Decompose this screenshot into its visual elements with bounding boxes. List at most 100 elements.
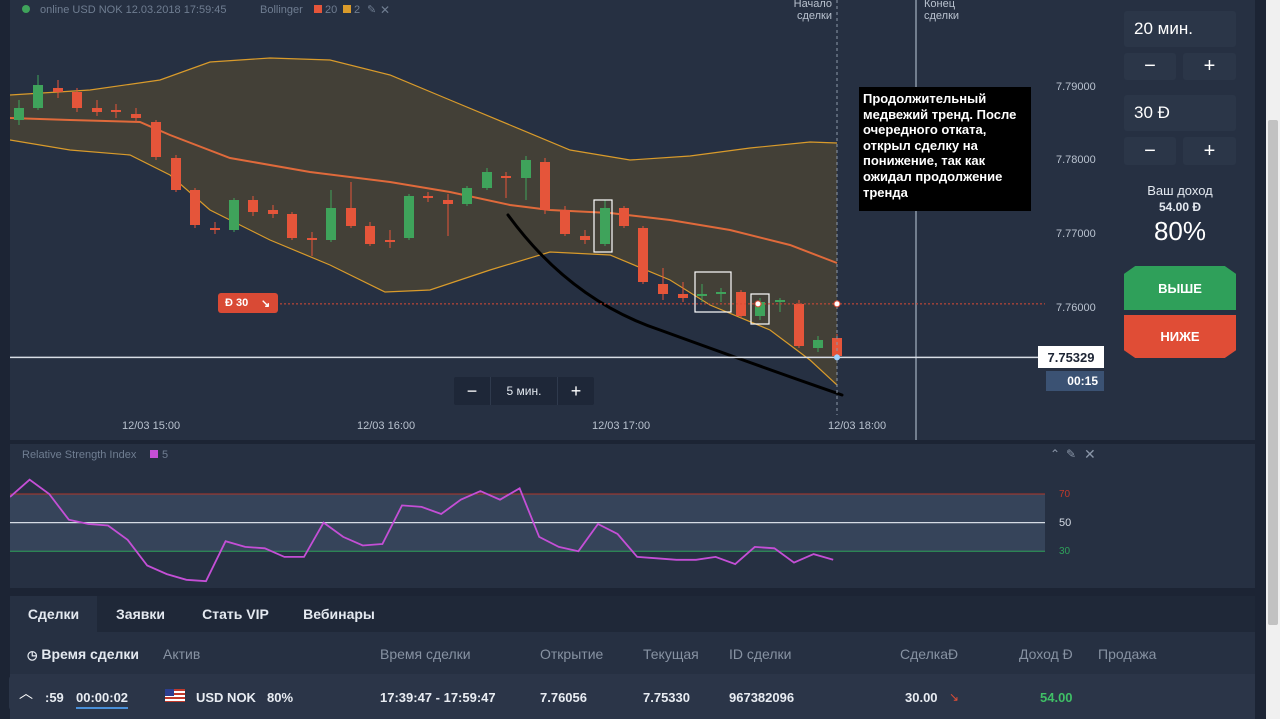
candlestick [697,294,707,296]
candlestick [600,208,610,244]
price-tick: 7.76000 [1056,302,1096,314]
band-color-swatch [314,5,322,13]
candlestick [72,92,82,108]
table-header-amount: СделкаÐ [900,646,959,662]
edit-pencil-icon[interactable]: ✎ [1066,447,1077,461]
row-asset: USD NOK [196,690,256,705]
open-price-dot [833,300,841,308]
scroll-up-button[interactable]: ︿ [9,676,43,710]
scrollbar-thumb[interactable] [1268,120,1278,625]
amount-minus-button[interactable]: − [1124,137,1176,165]
end-label-line1: Конец [924,0,956,10]
candlestick [151,122,161,157]
highlight-box [593,199,613,253]
end-label-line2: сделки [924,10,960,22]
close-rsi-icon[interactable]: ✕ [1084,446,1096,462]
rsi-title: Relative Strength Index [22,449,137,461]
payout-percent: 80% [1153,216,1207,246]
candlestick [14,108,24,120]
chart-title: online USD NOK 12.03.2018 17:59:45 [40,4,227,16]
bollinger-middle-line [10,117,838,264]
online-indicator-icon [22,5,30,13]
rsi-canvas [10,478,1045,583]
us-flag-icon [165,689,185,702]
higher-button[interactable]: ВЫШЕ [1124,266,1236,310]
candlestick [33,85,43,108]
trade-marker[interactable]: Ð 30 ↘ [218,293,278,313]
amount-plus-button[interactable]: + [1183,137,1236,165]
time-minus-button[interactable]: − [1124,53,1176,80]
tab-trades[interactable]: Сделки [10,596,97,632]
highlight-box [694,271,732,313]
tab-orders[interactable]: Заявки [116,606,165,622]
row-open: 7.76056 [540,690,587,705]
candlestick [111,110,121,112]
table-header-sell: Продажа [1098,646,1157,662]
timeframe-plus-button[interactable]: + [558,377,594,405]
expiry-time-field[interactable]: 20 мин. [1124,11,1236,47]
table-header-time[interactable]: ◷ Время сделки [27,646,139,662]
trend-curve [506,213,844,397]
indicator-name[interactable]: Bollinger [260,4,303,16]
candlestick [619,208,629,226]
bollinger-lower-line [10,139,838,386]
candlestick [638,228,648,282]
candlestick [775,300,785,302]
annotation-line: открыл сделку на [863,137,978,153]
candlestick [229,200,239,230]
current-price-label: 7.75329 [1038,346,1104,368]
table-header-period: Время сделки [380,646,471,662]
header-label: Время сделки [41,646,140,662]
tab-webinars[interactable]: Вебинары [303,606,375,622]
chart-canvas[interactable] [10,0,1255,440]
candlestick [813,340,823,348]
price-tick: 7.77000 [1056,228,1096,240]
time-plus-button[interactable]: + [1183,53,1236,80]
candlestick [346,208,356,226]
row-income: 54.00 [1040,690,1073,705]
start-label-line1: Начало [793,0,832,10]
collapse-chevron-icon[interactable]: ⌃ [1050,447,1061,461]
candlestick [755,302,765,316]
row-amount: 30.00 [905,690,938,705]
open-price-dot [754,300,762,308]
candlestick [190,190,200,225]
rsi-level-high: 70 [1059,489,1071,500]
table-row[interactable] [10,674,1255,719]
row-time-remaining: :59 [45,690,64,705]
candlestick [171,158,181,190]
amount-field[interactable]: 30 Ð [1124,95,1236,131]
highlight-box [750,293,770,325]
rsi-panel[interactable]: Relative Strength Index 5 ⌃ ✎ ✕ 70 50 30 [10,444,1255,588]
table-header-asset: Актив [163,646,201,662]
candlestick [287,214,297,238]
row-current: 7.75330 [643,690,690,705]
candlestick [210,228,220,230]
candlestick [326,208,336,240]
annotation-line: тренда [863,184,908,200]
candlestick [307,238,317,240]
rsi-level-mid: 50 [1059,517,1072,529]
arrow-down-right-icon: ↘ [261,297,271,310]
rsi-level-low: 30 [1059,546,1071,557]
candlestick [794,304,804,346]
timeframe-control: − 5 мин. + [454,377,594,405]
candlestick [678,294,688,298]
close-indicator-icon[interactable]: ✕ [380,3,391,17]
candlestick [92,108,102,112]
price-chart[interactable]: online USD NOK 12.03.2018 17:59:45 Bolli… [10,0,1255,440]
edit-pencil-icon[interactable]: ✎ [367,4,377,16]
candlestick [501,176,511,178]
time-tick: 12/03 18:00 [828,420,887,432]
lower-button[interactable]: НИЖЕ [1124,315,1236,358]
candlestick [248,200,258,212]
price-tick: 7.79000 [1056,81,1096,93]
candlestick [482,172,492,188]
trades-panel: Сделки Заявки Стать VIP Вебинары ◷ Время… [10,596,1255,719]
timeframe-minus-button[interactable]: − [454,377,490,405]
candlestick [365,226,375,244]
tab-become-vip[interactable]: Стать VIP [202,606,269,622]
chevron-up-icon: ︿ [19,685,33,701]
candlestick [580,236,590,240]
arrow-down-right-icon: ↘ [949,690,960,704]
